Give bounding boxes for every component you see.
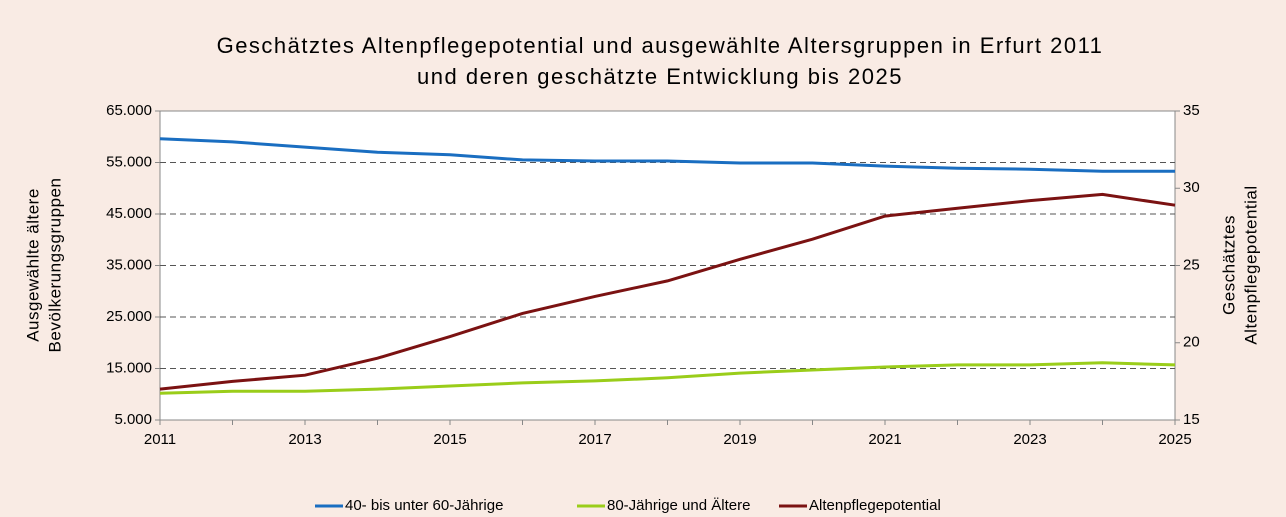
x-tick-label: 2011	[144, 431, 176, 448]
y2-axis-title: Geschätztes Altenpflegepotential	[1219, 185, 1260, 344]
legend-label: Altenpflegepotential	[809, 497, 941, 514]
y-tick-label: 25.000	[106, 308, 152, 325]
x-tick-label: 2021	[868, 431, 901, 448]
y-axis-title: Ausgewählte ältere Bevölkerungsgruppen	[23, 178, 64, 353]
series-line	[159, 361, 1176, 395]
y-tick-label: 35.000	[106, 256, 152, 273]
series-line	[159, 137, 1175, 173]
y-tick-label: 55.000	[106, 153, 152, 170]
y2-tick-label: 30	[1183, 179, 1200, 196]
y-tick-label: 15.000	[106, 359, 152, 376]
x-tick-label: 2017	[578, 431, 611, 448]
y-tick-label: 65.000	[106, 102, 152, 119]
y-tick-label: 45.000	[106, 205, 152, 222]
legend-label: 80-Jährige und Ältere	[607, 497, 750, 514]
x-tick-label: 2013	[288, 431, 321, 448]
y2-axis-title-line: Altenpflegepotential	[1241, 185, 1260, 344]
x-tick-label: 2015	[433, 431, 466, 448]
y2-tick-label: 20	[1183, 334, 1200, 351]
y-axis-title-line: Bevölkerungsgruppen	[45, 178, 64, 353]
series-line	[159, 192, 1176, 391]
y2-tick-label: 15	[1183, 411, 1200, 428]
y2-axis-title-line: Geschätztes	[1219, 215, 1238, 315]
y2-tick-label: 35	[1183, 102, 1200, 119]
chart-title: und deren geschätzte Entwicklung bis 202…	[417, 64, 903, 89]
y-axis-title-line: Ausgewählte ältere	[23, 188, 42, 342]
legend-label: 40- bis unter 60-Jährige	[345, 497, 503, 514]
chart-title: Geschätztes Altenpflegepotential und aus…	[217, 33, 1104, 58]
y2-tick-label: 25	[1183, 256, 1200, 273]
y-tick-label: 5.000	[114, 411, 152, 428]
x-tick-label: 2023	[1013, 431, 1046, 448]
x-tick-label: 2025	[1158, 431, 1191, 448]
x-tick-label: 2019	[723, 431, 756, 448]
